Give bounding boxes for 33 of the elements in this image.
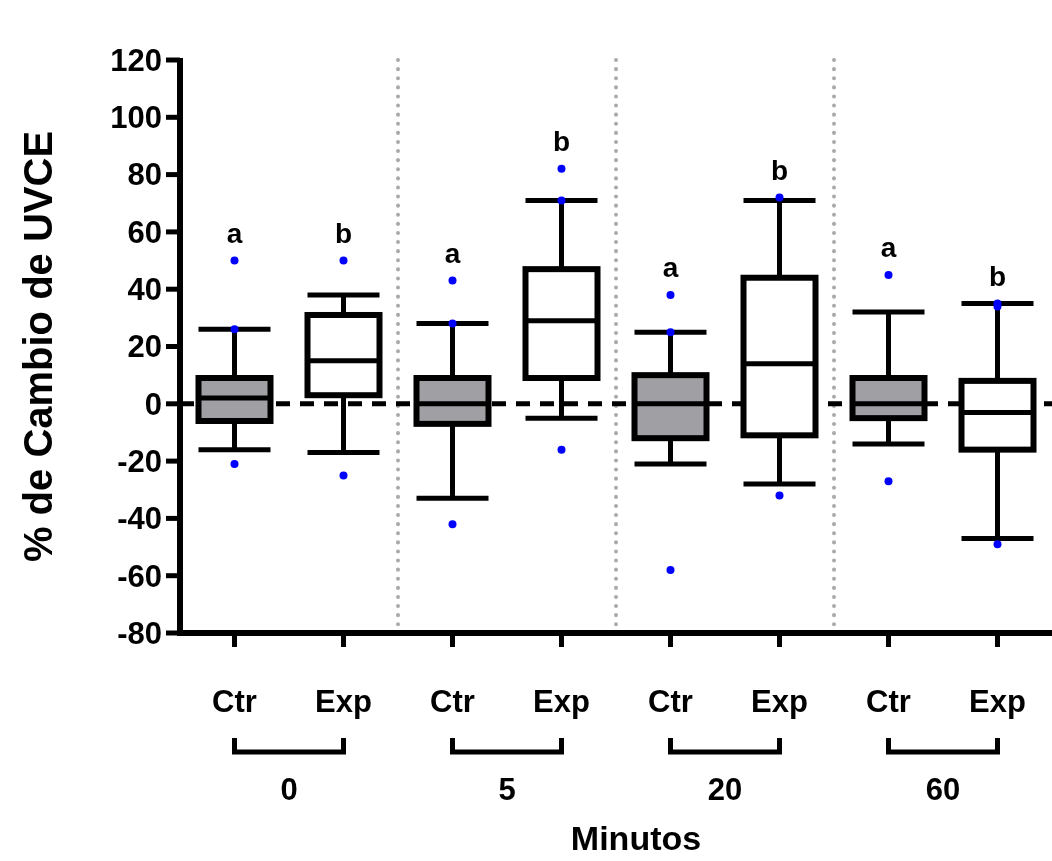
x-tick-label: Exp bbox=[315, 684, 372, 719]
y-tick-label: 40 bbox=[127, 272, 162, 308]
y-tick-label: -40 bbox=[117, 501, 162, 537]
annotation: a bbox=[880, 231, 897, 263]
annotation: b bbox=[552, 125, 571, 157]
x-tick-label: Ctr bbox=[866, 684, 911, 719]
annotation: a bbox=[662, 251, 679, 283]
text: 60 bbox=[925, 772, 961, 807]
y-tick-label: 120 bbox=[110, 42, 162, 78]
x-tick-label: Ctr bbox=[648, 684, 693, 719]
y-tick-label: 0 bbox=[144, 386, 162, 422]
x-axis-title: Minutos bbox=[570, 819, 702, 857]
x-tick-label: Ctr bbox=[212, 684, 257, 719]
text: 20 bbox=[707, 772, 743, 807]
x-tick-label: Exp bbox=[969, 684, 1026, 719]
y-tick-label: 60 bbox=[127, 214, 162, 250]
annotation: a bbox=[444, 237, 461, 269]
y-tick-label: -60 bbox=[117, 558, 162, 594]
annotation: b bbox=[334, 217, 353, 249]
text: 5 bbox=[498, 772, 516, 807]
annotation: b bbox=[770, 154, 789, 186]
y-tick-label: -20 bbox=[117, 443, 162, 479]
annotation: b bbox=[988, 260, 1007, 292]
x-tick-label: Exp bbox=[751, 684, 808, 719]
x-tick-label: Exp bbox=[533, 684, 590, 719]
x-tick-label: Ctr bbox=[430, 684, 475, 719]
annotation: a bbox=[226, 217, 243, 249]
y-tick-label: 20 bbox=[127, 329, 162, 365]
y-axis-title: % de Cambio de UVCE bbox=[16, 130, 60, 563]
y-tick-label: 80 bbox=[127, 157, 162, 193]
y-tick-label: -80 bbox=[117, 615, 162, 651]
y-tick-label: 100 bbox=[110, 100, 162, 136]
text: 0 bbox=[280, 772, 298, 807]
